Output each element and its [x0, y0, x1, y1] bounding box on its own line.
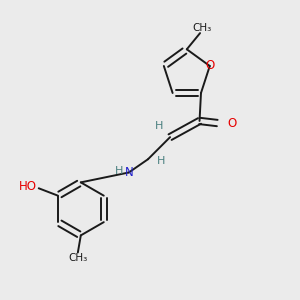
- Text: O: O: [205, 59, 214, 73]
- Text: H: H: [115, 166, 124, 176]
- Text: CH₃: CH₃: [192, 23, 211, 33]
- Text: HO: HO: [19, 180, 37, 193]
- Text: CH₃: CH₃: [68, 253, 88, 263]
- Text: H: H: [157, 156, 165, 166]
- Text: O: O: [227, 117, 236, 130]
- Text: H: H: [155, 121, 163, 131]
- Text: N: N: [124, 166, 133, 179]
